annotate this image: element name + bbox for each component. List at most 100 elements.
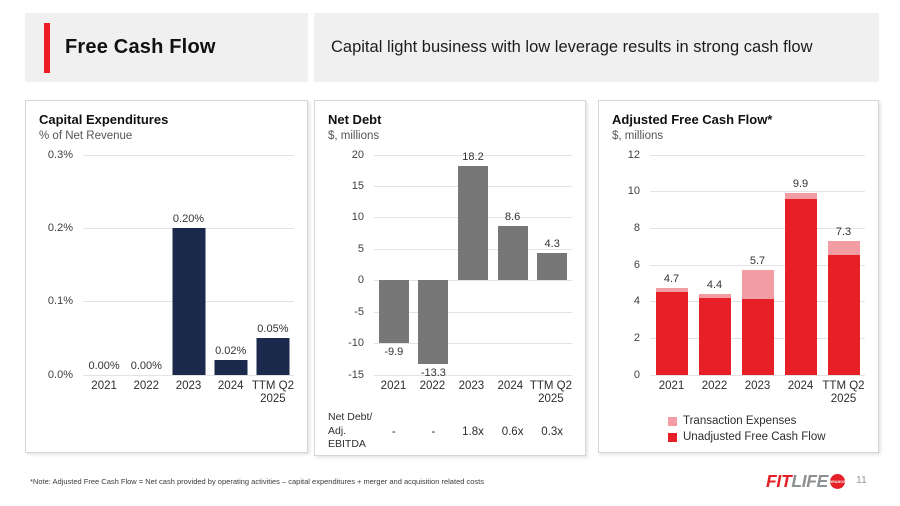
bar-segment [741,270,774,300]
bar-value-label: 4.4 [706,278,723,291]
x-category-line: TTM Q2 [251,379,294,392]
bar-value-label: 8.6 [504,211,521,224]
bar-column: -9.9 [374,155,414,375]
panel-adjusted-fcf: Adjusted Free Cash Flow* $, millions 12 1… [598,100,879,453]
bar-column: 8.6 [493,155,533,375]
ratio-label-line: EBITDA [328,438,366,451]
x-category-line: 2022 [701,379,728,392]
bar-value-label: 18.2 [462,150,484,163]
y-tick-label: 4 [633,295,640,308]
bar-segment [827,255,860,375]
bar-column: 0.20% [167,155,209,375]
gridline [650,154,865,156]
legend-swatch-icon [668,416,677,426]
bar-value-label: 0.02% [215,344,247,357]
bar-segment [827,240,860,256]
bar-value-label: 4.3 [544,238,560,251]
gridline [374,311,572,313]
chart-subtitle: $, millions [328,129,380,142]
footnote: *Note: Adjusted Free Cash Flow = Net cas… [30,477,484,486]
bar-column: 4.7 [650,155,693,375]
bar-segment [378,280,409,343]
bars-container: 4.7 4.4 5.7 9.9 7.3 [650,155,865,375]
bar-value-label: 0.00% [130,359,162,372]
x-category-line: 2021 [380,379,407,392]
x-category-line: 2025 [538,393,564,406]
bar-segment [256,337,290,375]
ratio-row-label: Net Debt/Adj. EBITDA [328,411,374,452]
bar-segment [537,253,568,281]
fitlife-logo: FIT LIFE BRANDS [766,471,845,492]
plot-area: 0.00% 0.00% 0.20% 0.02% 0.05% [83,154,294,376]
x-category-label: TTM Q2 2025 [252,380,294,408]
y-tick-label: 20 [351,148,364,161]
ratio-value: - [431,425,436,438]
ratio-value: 0.3x [541,425,564,438]
page-subtitle: Capital light business with low leverage… [331,37,813,56]
legend-label: Transaction Expenses [683,415,797,428]
bar-column: 0.05% [252,155,294,375]
legend-item: Unadjusted Free Cash Flow [668,431,865,443]
y-tick-label: 10 [627,185,640,198]
y-tick-label: 6 [633,258,640,271]
page-number: 11 [856,474,867,486]
x-category-label: 2021 [83,380,125,408]
x-category-line: 2023 [175,379,202,392]
y-tick-label: -10 [348,337,364,350]
ratio-label-line: Adj. [328,424,347,437]
x-category-line: 2024 [217,379,244,392]
y-axis-labels: 12 10 8 6 4 2 0 [612,149,650,381]
x-category-line: 2025 [830,393,857,406]
chart-subtitle: $, millions [612,129,664,142]
gridline [83,154,294,156]
plot-row: 0.3% 0.2% 0.1% 0.0% 0.00% 0.00% 0.20% 0.02% 0.0… [39,149,294,381]
logo-badge-text: BRANDS [829,479,846,484]
y-tick-label: 0 [633,368,640,381]
y-axis-labels: 0.3% 0.2% 0.1% 0.0% [39,149,83,381]
chart-legend: Transaction Expenses Unadjusted Free Cash… [668,415,865,443]
bar-segment [172,227,205,375]
gridline [374,374,572,376]
chart-title: Adjusted Free Cash Flow* [612,112,773,127]
x-category-label: 2023 [452,380,491,408]
bar-column: 4.4 [693,155,736,375]
bar-column: 5.7 [736,155,779,375]
x-category-line: 2021 [658,379,685,392]
x-category-line: TTM Q2 [529,379,572,392]
bar-segment [698,293,731,298]
legend-swatch-icon [668,432,677,442]
x-category-label: 2023 [167,380,209,408]
ratio-label-line: Net Debt/ [328,411,373,424]
bar-value-label: 4.7 [663,273,680,286]
x-category-line: 2022 [419,379,446,392]
y-tick-label: 12 [627,148,640,161]
gridline [650,264,865,266]
gridline [374,343,572,345]
x-category-line: 2021 [91,379,117,392]
ratio-value: 1.8x [462,425,484,438]
ratio-value: 0.6x [501,425,524,438]
gridline [83,374,294,376]
x-axis-labels: 2021 2022 2023 2024 TTM Q2 2025 [650,380,865,408]
x-category-line: 2023 [458,379,485,392]
chart-subtitle: % of Net Revenue [39,129,133,142]
bar-segment [497,226,528,281]
bar-segment [784,198,817,375]
x-category-line: 2024 [497,379,524,392]
x-category-label: 2022 [693,380,736,408]
legend-label: Unadjusted Free Cash Flow [683,431,826,444]
x-category-label: TTM Q2 2025 [822,380,865,408]
y-tick-label: 2 [633,331,640,344]
header-subtitle-block: Capital light business with low leverage… [314,13,879,82]
plot-area: 4.7 4.4 5.7 9.9 7.3 [650,154,865,376]
y-tick-label: 0.2% [47,221,73,234]
bar-segment [457,165,488,281]
bars-container: -9.9 -13.3 18.2 8.6 4.3 [374,151,572,379]
y-tick-label: -15 [348,368,364,381]
gridline [374,280,572,282]
x-axis-labels: 2021 2022 2023 2024 TTM Q2 2025 [83,380,294,408]
chart-title: Net Debt [328,112,382,127]
x-category-label: 2021 [374,380,413,408]
y-tick-label: -5 [354,305,364,318]
x-category-line: 2022 [133,379,160,392]
